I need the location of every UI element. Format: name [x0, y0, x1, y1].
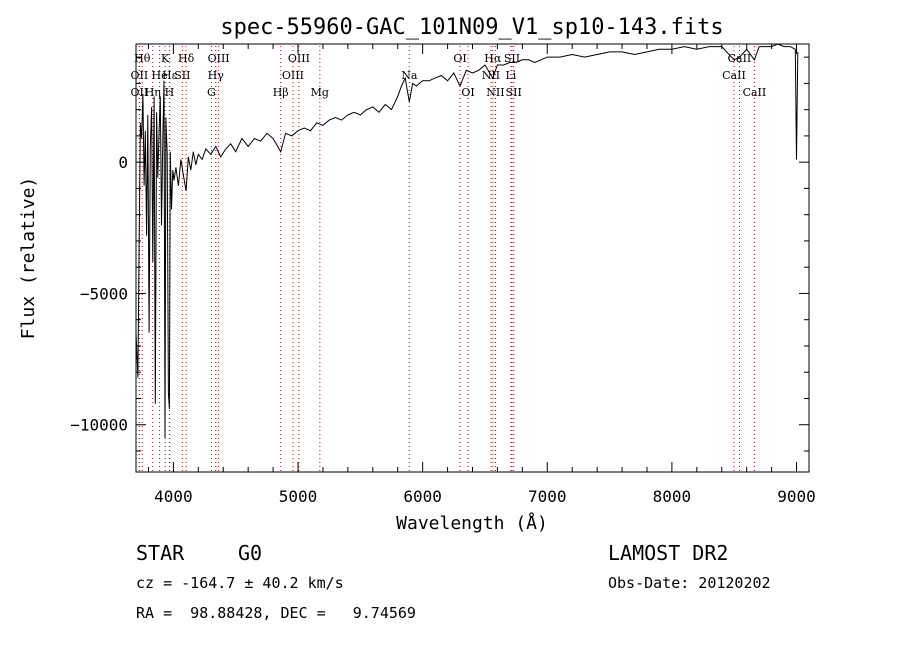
line-label-0: OII — [131, 69, 149, 82]
x-axis: 4000 5000 6000 7000 8000 9000 — [148, 44, 815, 506]
line-label-3: Hη — [145, 86, 161, 99]
x-tick-label-6000: 6000 — [403, 487, 442, 506]
line-label-7: H — [165, 86, 175, 99]
line-label-27: CaII — [728, 52, 752, 65]
x-tick-label-4000: 4000 — [154, 487, 193, 506]
y-axis: 0 −5000 −10000 — [70, 57, 809, 451]
object-subclass: G0 — [238, 541, 262, 565]
y-tick-label-0: 0 — [118, 153, 128, 172]
line-label-22: NII — [486, 86, 504, 99]
line-label-6: K — [161, 52, 170, 65]
x-tick-label-7000: 7000 — [528, 487, 567, 506]
line-label-23: SII — [504, 52, 520, 65]
line-label-2: Hθ — [134, 52, 151, 65]
line-label-17: Na — [401, 69, 418, 82]
chart-title: spec-55960-GAC_101N09_V1_sp10-143.fits — [220, 15, 723, 40]
line-label-18: OI — [453, 52, 466, 65]
release-label: LAMOST DR2 — [608, 541, 728, 565]
line-label-24: Li — [505, 69, 516, 82]
spectrum-line — [136, 44, 798, 438]
y-tick-label--5000: −5000 — [80, 284, 128, 303]
y-axis-label: Flux (relative) — [18, 177, 39, 340]
line-label-13: Hβ — [273, 86, 289, 99]
line-label-11: Hγ — [208, 69, 225, 82]
line-label-9: Hδ — [178, 52, 195, 65]
line-label-25: SII — [506, 86, 522, 99]
coordinates: RA = 98.88428, DEC = 9.74569 — [136, 604, 416, 622]
object-class: STAR — [136, 541, 184, 565]
line-label-19: OI — [461, 86, 474, 99]
line-label-10: OIII — [208, 52, 230, 65]
x-tick-label-9000: 9000 — [777, 487, 816, 506]
line-label-16: Mg — [311, 86, 329, 99]
x-axis-label: Wavelength (Å) — [396, 512, 548, 534]
line-label-26: CaII — [722, 69, 746, 82]
x-tick-label-8000: 8000 — [653, 487, 692, 506]
line-label-8: SII — [174, 69, 190, 82]
spectral-line-markers — [139, 46, 754, 472]
line-label-12: G — [207, 86, 216, 99]
line-label-20: Hα — [484, 52, 502, 65]
line-label-15: OIII — [282, 69, 304, 82]
line-label-28: CaII — [743, 86, 767, 99]
redshift-text: cz = -164.7 ± 40.2 km/s — [136, 574, 344, 592]
plot-frame — [136, 44, 809, 472]
x-tick-label-5000: 5000 — [279, 487, 318, 506]
line-label-14: OIII — [288, 52, 310, 65]
y-tick-label--10000: −10000 — [70, 416, 128, 435]
obs-date: Obs-Date: 20120202 — [608, 574, 771, 592]
